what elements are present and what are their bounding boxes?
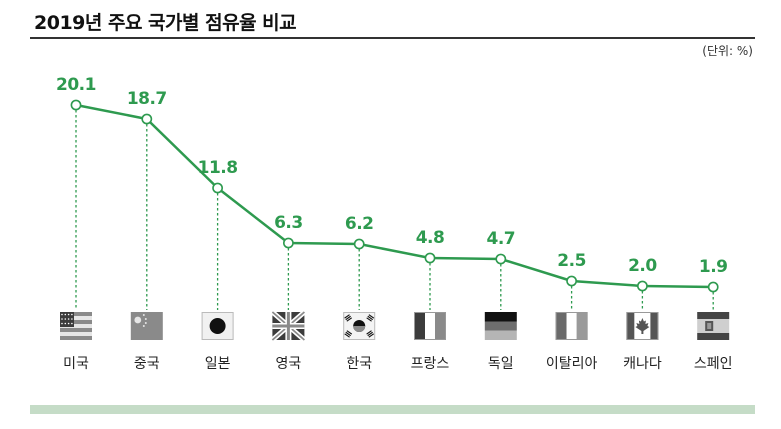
data-point bbox=[566, 275, 577, 287]
italy-flag-icon bbox=[555, 312, 588, 340]
value-label: 11.8 bbox=[198, 158, 238, 178]
data-point bbox=[212, 182, 223, 194]
canada-flag-icon bbox=[626, 312, 659, 340]
data-point bbox=[353, 238, 365, 250]
category-label: 미국 bbox=[63, 356, 89, 372]
data-point bbox=[637, 280, 648, 292]
data-point bbox=[424, 252, 436, 264]
category-label: 한국 bbox=[346, 356, 372, 372]
drop-lines bbox=[75, 105, 714, 310]
category-label: 캐나다 bbox=[623, 356, 662, 372]
data-point bbox=[70, 99, 82, 111]
category-label: 영국 bbox=[276, 356, 302, 372]
us-flag-icon bbox=[60, 312, 92, 340]
title-divider bbox=[30, 37, 755, 39]
germany-flag-icon bbox=[484, 312, 517, 340]
data-point bbox=[282, 237, 294, 249]
value-labels: 20.1 18.7 11.8 6.3 6.2 4.8 4.7 2.5 2.0 1.9 bbox=[56, 75, 728, 277]
data-point bbox=[707, 281, 719, 293]
category-label: 스페인 bbox=[694, 356, 733, 372]
chart-title: 2019년 주요 국가별 점유율 비교 bbox=[34, 12, 297, 34]
value-label: 2.5 bbox=[557, 251, 586, 271]
category-labels: 미국 중국 일본 영국 한국 프랑스 독일 이탈리아 캐나다 스페인 bbox=[63, 356, 732, 372]
flag-icons bbox=[60, 310, 730, 342]
france-flag-icon bbox=[414, 312, 446, 340]
value-label: 18.7 bbox=[127, 89, 167, 109]
data-point bbox=[495, 253, 507, 265]
data-points bbox=[70, 99, 719, 293]
data-point bbox=[141, 113, 153, 125]
spain-flag-icon bbox=[697, 312, 730, 340]
korea-flag-icon bbox=[343, 312, 376, 340]
japan-flag-icon bbox=[201, 312, 234, 340]
value-label: 1.9 bbox=[699, 257, 728, 277]
value-label: 20.1 bbox=[56, 75, 96, 95]
value-label: 2.0 bbox=[628, 256, 657, 276]
uk-flag-icon bbox=[270, 310, 307, 342]
china-flag-icon bbox=[130, 312, 163, 340]
unit-label: (단위: %) bbox=[702, 44, 753, 58]
category-label: 독일 bbox=[488, 356, 514, 372]
category-label: 이탈리아 bbox=[546, 356, 598, 372]
series-line bbox=[75, 103, 714, 289]
value-label: 4.7 bbox=[486, 229, 515, 249]
value-label: 6.3 bbox=[274, 213, 303, 233]
value-label: 4.8 bbox=[416, 228, 445, 248]
value-label: 6.2 bbox=[345, 214, 374, 234]
category-label: 일본 bbox=[205, 356, 231, 372]
category-label: 중국 bbox=[134, 356, 160, 372]
bottom-band bbox=[30, 405, 755, 414]
category-label: 프랑스 bbox=[411, 356, 450, 372]
